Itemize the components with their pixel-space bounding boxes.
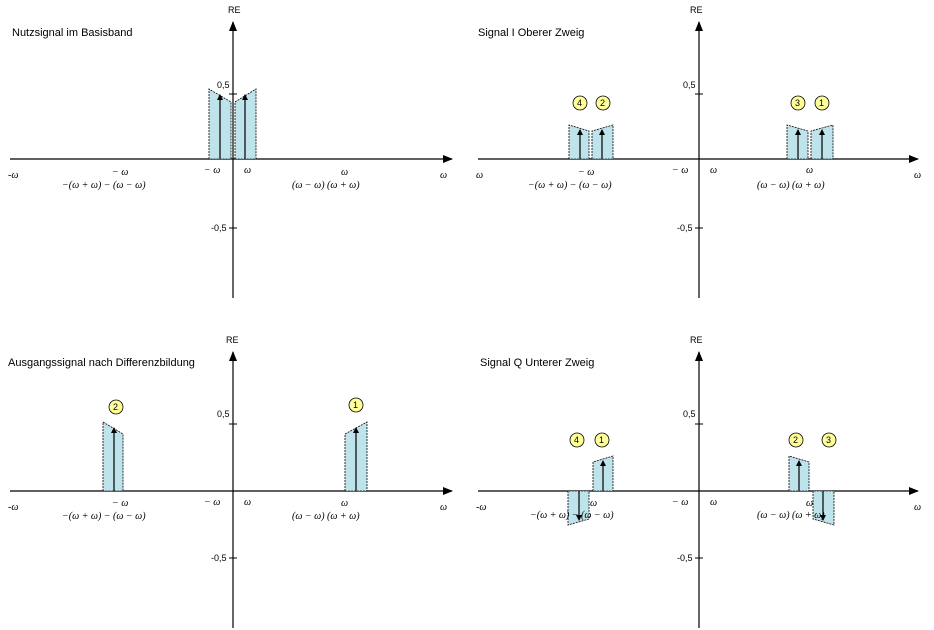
y-axis-label: RE bbox=[690, 335, 703, 345]
marker-3: 3 bbox=[821, 432, 837, 448]
spectrum-band bbox=[102, 421, 124, 492]
x-axis-label: ω bbox=[440, 502, 447, 513]
panel-title: Nutzsignal im Basisband bbox=[12, 27, 132, 39]
label-minus-omega-0: − ω bbox=[112, 498, 128, 509]
label-minus-omega-n: − ω bbox=[204, 497, 220, 508]
y-axis-label: RE bbox=[690, 5, 703, 15]
marker-2: 2 bbox=[108, 399, 124, 415]
svg-text:4: 4 bbox=[574, 435, 579, 445]
x-axis-label: ω bbox=[914, 170, 921, 181]
label-lower-group: −(ω + ω) − (ω − ω) bbox=[62, 180, 146, 191]
marker-2: 2 bbox=[595, 95, 611, 111]
svg-text:2: 2 bbox=[600, 98, 605, 108]
tick-neg-label: -0,5 bbox=[677, 223, 693, 233]
marker-3: 3 bbox=[790, 95, 806, 111]
panel-title: Signal I Oberer Zweig bbox=[478, 27, 584, 39]
label-omega-0: ω bbox=[341, 498, 348, 509]
label-lower-group: −(ω + ω) − (ω − ω) bbox=[62, 511, 146, 522]
label-upper-group: (ω − ω) (ω + ω) bbox=[292, 511, 360, 522]
panel-title: Signal Q Unterer Zweig bbox=[480, 357, 594, 369]
label-omega-0: ω bbox=[341, 167, 348, 178]
tick-pos-label: 0,5 bbox=[217, 409, 230, 419]
y-axis-label: RE bbox=[226, 335, 239, 345]
panel-difference-output: Ausgangssignal nach Differenzbildung RE … bbox=[8, 335, 453, 628]
svg-text:3: 3 bbox=[795, 98, 800, 108]
marker-1: 1 bbox=[594, 432, 610, 448]
marker-4: 4 bbox=[572, 95, 588, 111]
y-axis-label: RE bbox=[228, 5, 241, 15]
x-axis-left-label: -ω bbox=[8, 502, 18, 513]
label-minus-omega-0: − ω bbox=[112, 167, 128, 178]
panel-signal-i: Signal I Oberer Zweig RE ω ω 0,5 -0,5 4 … bbox=[476, 5, 921, 298]
label-omega-n: ω bbox=[710, 497, 717, 508]
label-omega-0: ω bbox=[590, 498, 597, 509]
tick-pos-label: 0,5 bbox=[683, 80, 696, 90]
spectrum-band bbox=[568, 124, 590, 160]
label-lower-group: −(ω + ω) − (ω − ω) bbox=[530, 510, 614, 521]
x-axis-left-label: ω bbox=[476, 170, 483, 181]
x-axis-label: ω bbox=[440, 170, 447, 181]
tick-neg-label: -0,5 bbox=[677, 553, 693, 563]
svg-text:3: 3 bbox=[826, 435, 831, 445]
marker-1: 1 bbox=[814, 95, 830, 111]
tick-neg-label: -0,5 bbox=[211, 223, 227, 233]
marker-4: 4 bbox=[569, 432, 585, 448]
x-axis-left-label: -ω bbox=[8, 170, 18, 181]
x-axis-label: ω bbox=[914, 502, 921, 513]
svg-text:2: 2 bbox=[113, 402, 118, 412]
label-omega-n: ω bbox=[710, 165, 717, 176]
tick-pos-label: 0,5 bbox=[683, 409, 696, 419]
marker-2: 2 bbox=[788, 432, 804, 448]
label-minus-omega-n: − ω bbox=[204, 165, 220, 176]
panel-signal-q: Signal Q Unterer Zweig RE ω -ω 0,5 -0,5 … bbox=[476, 335, 921, 628]
svg-text:1: 1 bbox=[599, 435, 604, 445]
x-axis-left-label: -ω bbox=[476, 502, 486, 513]
label-omega-n: ω bbox=[244, 497, 251, 508]
label-upper-group: (ω − ω) (ω + ω) bbox=[757, 510, 825, 521]
label-minus-omega-0: − ω bbox=[578, 167, 594, 178]
panel-title: Ausgangssignal nach Differenzbildung bbox=[8, 357, 195, 369]
panel-baseband: Nutzsignal im Basisband RE ω -ω 0,5 -0,5… bbox=[8, 5, 453, 298]
svg-text:1: 1 bbox=[353, 400, 358, 410]
marker-1: 1 bbox=[348, 397, 364, 413]
label-upper-group: (ω − ω) (ω + ω) bbox=[292, 180, 360, 191]
tick-pos-label: 0,5 bbox=[217, 80, 230, 90]
label-lower-group: −(ω + ω) − (ω − ω) bbox=[528, 180, 612, 191]
label-omega-n: ω bbox=[244, 165, 251, 176]
label-upper-group: (ω − ω) (ω + ω) bbox=[757, 180, 825, 191]
label-omega-0-right: ω bbox=[806, 498, 813, 509]
svg-text:1: 1 bbox=[819, 98, 824, 108]
tick-neg-label: -0,5 bbox=[211, 553, 227, 563]
svg-text:2: 2 bbox=[793, 435, 798, 445]
label-omega-0: ω bbox=[806, 165, 813, 176]
label-minus-omega-n: − ω bbox=[672, 165, 688, 176]
svg-text:4: 4 bbox=[577, 98, 582, 108]
label-minus-omega-n: − ω bbox=[672, 497, 688, 508]
